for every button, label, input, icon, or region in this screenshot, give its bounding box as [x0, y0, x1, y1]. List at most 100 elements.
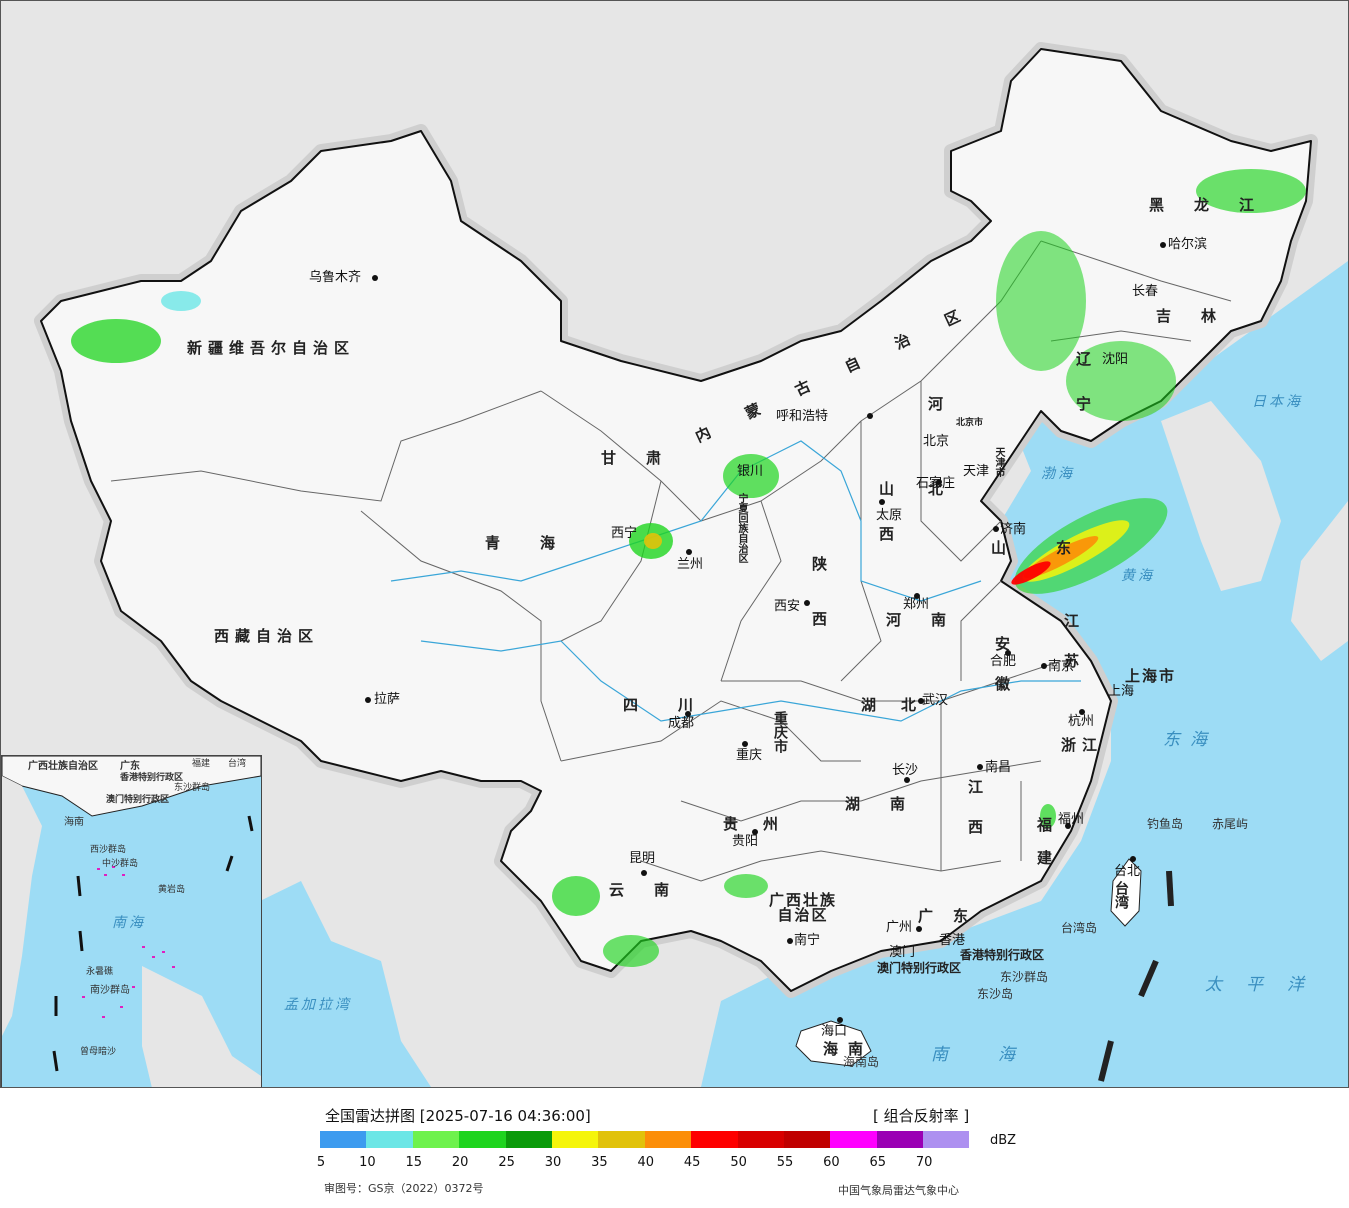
organization: 中国气象局雷达气象中心 — [838, 1184, 959, 1197]
island-taiwan-dao: 台湾岛 — [1061, 921, 1098, 935]
color-swatch — [644, 1131, 692, 1148]
label-sichuan: 四川 — [623, 696, 734, 714]
color-swatch — [830, 1131, 877, 1148]
legend-tick-label: 50 — [730, 1155, 747, 1170]
city-shijiazhuang: 石家庄 — [916, 476, 956, 491]
color-swatch — [923, 1131, 970, 1148]
legend-tick-label: 35 — [591, 1155, 608, 1170]
color-swatch — [459, 1131, 506, 1148]
label-shandong: 山东 — [991, 539, 1122, 557]
label-chongqing-shi: 重庆市 — [772, 711, 788, 753]
hainan-island — [795, 1020, 872, 1067]
sea-nanhai: 南海 — [931, 1045, 1065, 1065]
legend-tick-label: 55 — [776, 1155, 794, 1170]
taiwan-island — [1110, 858, 1142, 927]
sea-donghai: 东海 — [1163, 730, 1217, 750]
legend-tick-label: 5 — [316, 1155, 326, 1170]
city-yinchuan: 银川 — [737, 464, 764, 479]
city-taiyuan: 太原 — [876, 508, 903, 523]
inset-label-hainan: 海南 — [64, 817, 84, 828]
legend-tick-label: 30 — [544, 1155, 562, 1170]
inset-label-xisha: 西沙群岛 — [90, 845, 127, 855]
city-dot — [977, 764, 983, 770]
city-dot — [787, 938, 793, 944]
label-taiwan: 台湾 — [1113, 881, 1129, 909]
city-dot — [1065, 823, 1071, 829]
inset-label-taiwan: 台湾 — [228, 759, 247, 769]
city-lhasa: 拉萨 — [374, 692, 401, 707]
city-fuzhou: 福州 — [1058, 812, 1085, 827]
korea-peninsula — [1161, 401, 1281, 591]
city-hohhot: 呼和浩特 — [776, 409, 829, 424]
label-shanghai-shi: 上海市 — [1125, 667, 1177, 685]
south-china-sea-inset: 广西壮族自治区 广东 福建 台湾 香港特别行政区 澳门特别行政区 海南 东沙群岛… — [1, 755, 262, 1087]
city-xian: 西安 — [774, 599, 801, 614]
label-tianjin-shi: 天津市 — [993, 447, 1004, 477]
label-guangdong: 广东 — [918, 907, 989, 925]
inset-label-huangyan: 黄岩岛 — [158, 885, 186, 895]
inset-label-macao: 澳门特别行政区 — [106, 795, 170, 805]
legend-tick-label: 15 — [405, 1155, 423, 1170]
inset-label-nanhai: 南海 — [112, 915, 146, 931]
city-hongkong: 香港 — [939, 933, 966, 948]
sea-bohai: 渤海 — [1041, 466, 1075, 482]
legend: 全国雷达拼图 [2025-07-16 04:36:00] [ 组合反射率 ] d… — [0, 1087, 1349, 1208]
label-hunan: 湖南 — [845, 795, 936, 813]
inset-label-zhongsha: 中沙群岛 — [102, 859, 139, 869]
city-dot — [904, 777, 910, 783]
label-fujian: 福建 — [1035, 817, 1053, 883]
sea-bay-of-bengal: 孟加拉湾 — [284, 997, 352, 1013]
city-dot — [685, 711, 691, 717]
city-nanjing: 南京 — [1048, 659, 1075, 674]
label-hebei: 河北 — [926, 396, 944, 566]
city-dot — [916, 926, 922, 932]
sea-huanghai: 黄海 — [1121, 568, 1155, 584]
city-dot — [936, 479, 942, 485]
color-swatch — [876, 1131, 924, 1148]
legend-product: [ 组合反射率 ] — [873, 1107, 970, 1125]
color-swatch — [505, 1131, 552, 1148]
color-swatch — [366, 1131, 413, 1148]
city-hangzhou: 杭州 — [1068, 714, 1095, 729]
city-dot — [686, 549, 692, 555]
label-heilongjiang: 黑龙江 — [1149, 196, 1285, 214]
label-anhui: 安徽 — [993, 636, 1011, 716]
city-changchun: 长春 — [1132, 284, 1159, 299]
legend-tick-label: 60 — [823, 1155, 840, 1170]
legend-tick-label: 10 — [359, 1155, 376, 1170]
city-lanzhou: 兰州 — [677, 557, 704, 572]
legend-title: 全国雷达拼图 [2025-07-16 04:36:00] — [325, 1107, 591, 1125]
city-nanning: 南宁 — [794, 933, 821, 948]
color-swatch — [691, 1131, 738, 1148]
inset-label-zengmu: 曾母暗沙 — [80, 1047, 117, 1057]
city-shanghai: 上海 — [1108, 684, 1135, 699]
legend-tick-label: 40 — [637, 1155, 655, 1170]
city-xining: 西宁 — [611, 526, 638, 541]
label-hubei: 湖北 — [861, 696, 942, 714]
label-guizhou: 贵州 — [723, 815, 804, 833]
city-dot — [879, 499, 885, 505]
label-qinghai: 青海 — [485, 534, 596, 552]
label-macao-sar: 澳门特别行政区 — [877, 961, 962, 975]
city-dot — [993, 526, 999, 532]
inset-label-hk: 香港特别行政区 — [120, 773, 184, 783]
color-swatch — [320, 1131, 367, 1148]
city-macao: 澳门 — [889, 945, 916, 960]
legend-tick-label: 25 — [498, 1155, 515, 1170]
city-dot — [837, 1017, 843, 1023]
city-changsha: 长沙 — [892, 763, 919, 778]
label-hongkong-sar: 香港特别行政区 — [960, 948, 1045, 962]
review-number: 审图号：GS京（2022）0372号 — [324, 1182, 484, 1195]
label-gansu: 甘肃 — [601, 449, 692, 467]
island-hainan-dao: 海南岛 — [843, 1055, 880, 1069]
label-shaanxi: 陕西 — [810, 556, 828, 666]
city-dot — [641, 870, 647, 876]
label-beijing-shi: 北京市 — [956, 418, 984, 428]
label-guangxi: 广西壮族自治区 — [768, 891, 837, 924]
sea-japan: 日本海 — [1252, 394, 1303, 410]
radar-echoes — [71, 169, 1306, 967]
city-chengdu: 成都 — [668, 716, 695, 731]
legend-tick-label: 20 — [451, 1155, 469, 1170]
city-beijing: 北京 — [923, 434, 950, 449]
city-dot — [1079, 709, 1085, 715]
